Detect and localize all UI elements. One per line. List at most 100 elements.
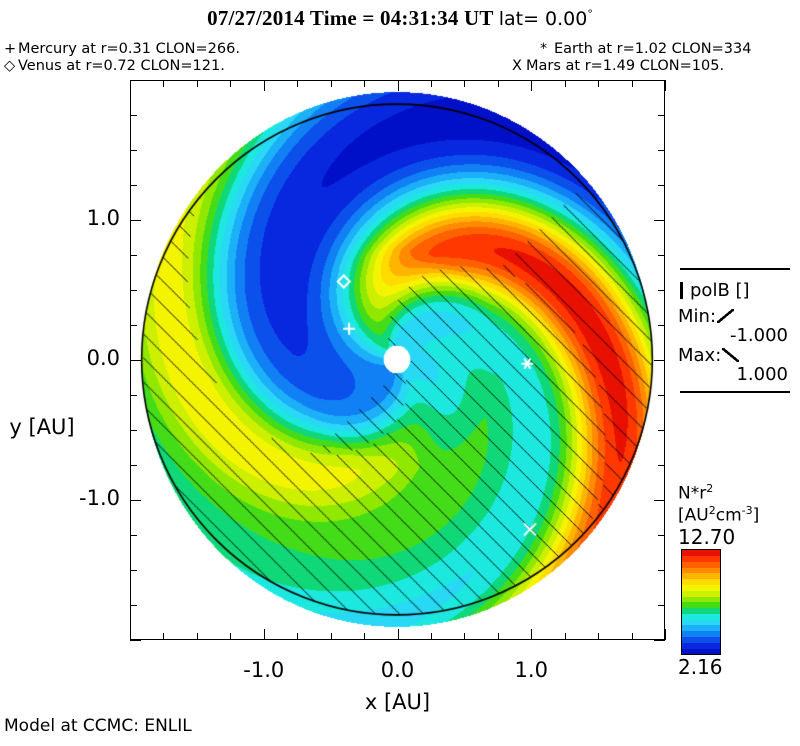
title-latitude: lat= 0.00° [499,8,593,30]
y-axis-tick-right [658,535,665,536]
venus-diamond-icon: ◇ [4,58,16,74]
y-axis-tick-right [658,185,665,186]
colorbar-band [682,642,720,649]
x-axis-tick-top [531,80,533,91]
colorbar-max-value: 12.70 [678,525,736,550]
planet-info-earth-text: Earth at r=1.02 CLON=334 [554,41,752,57]
colorbar-band [682,619,720,626]
colorbar-band [682,625,720,632]
y-axis-tick [130,290,137,291]
degree-symbol: ° [587,7,593,21]
x-axis-tick-top [330,80,332,87]
x-axis-tick-top [397,80,399,91]
planet-info-earth: * Earth at r=1.02 CLON=334 [540,41,751,57]
page-title: 07/27/2014 Time = 04:31:34 UT lat= 0.00° [0,6,800,31]
colorbar-strip [681,549,721,656]
colorbar-band [682,585,720,591]
y-axis-tick [130,640,141,641]
x-axis-tick [230,633,232,640]
y-axis-tick-right [658,255,665,256]
y-axis-tick-right [654,360,665,361]
y-axis-tick-right [658,605,665,606]
y-axis-tick [130,150,137,151]
x-axis-tick [397,629,399,640]
x-axis-tick-top [196,80,198,87]
y-axis-tick [130,465,137,466]
y-axis-tick [130,430,137,431]
x-axis-tick [297,633,299,640]
x-axis-tick [665,629,666,640]
colorbar-units-mid: cm [715,505,742,526]
polb-bottom-rule [680,390,790,393]
colorbar-band [682,602,720,609]
y-tick-label: 1.0 [86,206,120,230]
x-axis-tick [364,633,366,640]
y-axis-tick-right [658,395,665,396]
x-axis-tick-top [263,80,265,91]
colorbar-units-close: ] [752,505,760,526]
polb-bar-icon [680,282,683,299]
title-datetime: 07/27/2014 Time = 04:31:34 UT [207,6,494,30]
y-axis-tick-right [654,500,665,501]
y-axis-tick-right [658,570,665,571]
x-axis-tick-top [163,80,165,87]
y-tick-label: -1.0 [79,486,120,510]
colorbar-band [682,579,720,585]
title-latitude-text: lat= 0.00 [498,8,588,30]
colorbar-units-exp2: -3 [741,503,753,517]
y-axis-tick [130,500,141,501]
y-axis-tick-right [654,80,665,81]
y-axis-tick [130,255,137,256]
heliosphere-plot [130,80,665,640]
x-axis-tick [130,629,131,640]
y-axis-label: y [AU] [9,415,75,439]
x-axis-tick [196,633,198,640]
y-axis-tick-right [654,640,665,641]
polb-max-label: Max: [678,344,722,366]
x-axis-tick-top [564,80,566,87]
x-axis-tick [464,633,466,640]
colorbar-band [682,648,720,655]
x-axis-tick [330,633,332,640]
y-axis-tick-right [658,430,665,431]
colorbar-quantity-exponent: 2 [706,482,714,495]
polb-max-row: Max: [678,346,800,365]
x-axis-tick-top [130,80,131,91]
x-axis-tick-top [665,80,666,91]
colorbar-min-value: 2.16 [678,655,723,680]
y-axis-tick-right [658,115,665,116]
planet-info-mercury: + Mercury at r=0.31 CLON=266. [4,41,240,57]
y-axis-tick [130,325,137,326]
colorbar-units: [AU2cm-3] [678,504,800,526]
x-axis-tick-top [464,80,466,87]
x-axis-tick [163,633,165,640]
y-axis-tick-right [658,325,665,326]
polb-min-row: Min: [678,307,800,326]
y-axis-tick [130,185,137,186]
colorbar-units-exp1: 2 [708,503,716,517]
x-axis-tick [598,633,600,640]
y-tick-label: 0.0 [86,346,120,370]
x-axis-tick-top [497,80,499,87]
x-axis-tick [263,629,265,640]
polb-legend-title: polB [] [680,280,800,301]
mercury-plus-icon: + [4,41,17,57]
y-axis-tick [130,570,137,571]
x-axis-tick [430,633,432,640]
y-axis-tick [130,115,137,116]
y-axis-tick [130,220,141,221]
x-tick-label: 1.0 [514,658,548,682]
colorbar-band [682,637,720,643]
polb-min-value: -1.000 [729,325,788,347]
x-axis-tick-top [297,80,299,87]
colorbar-legend: N*r2 [AU2cm-3] 12.70 2.16 [676,482,800,679]
y-axis-tick-right [654,220,665,221]
colorbar-band [682,631,720,638]
x-axis-tick-top [230,80,232,87]
y-axis-tick [130,535,137,536]
polb-min-label: Min: [678,306,717,327]
y-axis-tick [130,360,141,361]
polb-legend: polB [] Min: -1.000 Max: 1.000 [676,268,800,393]
polb-max-value: 1.000 [736,364,788,386]
x-axis-tick-top [598,80,600,87]
